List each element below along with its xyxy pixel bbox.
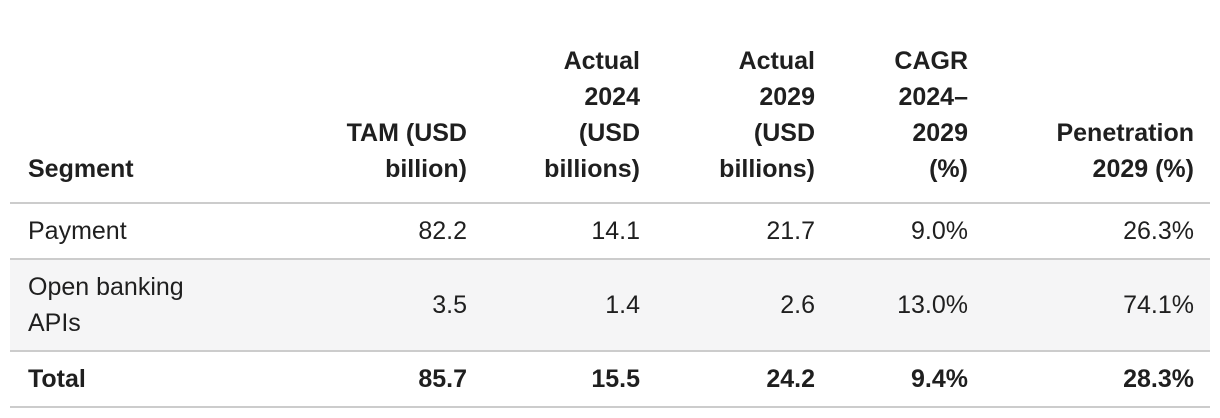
table-cell: 13.0%: [831, 259, 984, 352]
table-cell: 85.7: [230, 351, 483, 408]
table-cell: 74.1%: [984, 259, 1210, 352]
table-header: Segment TAM (USD billion) Actual 2024 (U…: [10, 33, 1210, 204]
row-label: Payment: [10, 203, 230, 260]
table-cell: 21.7: [656, 203, 831, 260]
header-row: Segment TAM (USD billion) Actual 2024 (U…: [10, 33, 1210, 204]
column-header-cagr: CAGR 2024– 2029 (%): [831, 33, 984, 204]
table-cell: 26.3%: [984, 203, 1210, 260]
table-cell: 1.4: [483, 259, 656, 352]
table-cell: 28.3%: [984, 351, 1210, 408]
market-segment-table: Segment TAM (USD billion) Actual 2024 (U…: [10, 33, 1210, 408]
table-cell: 14.1: [483, 203, 656, 260]
column-header-segment: Segment: [10, 33, 230, 204]
column-header-actual-2029: Actual 2029 (USD billions): [656, 33, 831, 204]
row-label: Total: [10, 351, 230, 408]
column-header-actual-2024: Actual 2024 (USD billions): [483, 33, 656, 204]
column-header-tam: TAM (USD billion): [230, 33, 483, 204]
table-row-total: Total 85.7 15.5 24.2 9.4% 28.3%: [10, 351, 1210, 408]
column-header-penetration: Penetration 2029 (%): [984, 33, 1210, 204]
market-segment-table-container: Segment TAM (USD billion) Actual 2024 (U…: [10, 33, 1210, 408]
table-cell: 82.2: [230, 203, 483, 260]
table-cell: 24.2: [656, 351, 831, 408]
table-cell: 9.0%: [831, 203, 984, 260]
table-cell: 15.5: [483, 351, 656, 408]
table-cell: 3.5: [230, 259, 483, 352]
table-row-open-banking-apis: Open banking APIs 3.5 1.4 2.6 13.0% 74.1…: [10, 259, 1210, 352]
row-label: Open banking APIs: [10, 259, 230, 352]
table-row-payment: Payment 82.2 14.1 21.7 9.0% 26.3%: [10, 203, 1210, 260]
table-cell: 2.6: [656, 259, 831, 352]
table-body: Payment 82.2 14.1 21.7 9.0% 26.3% Open b…: [10, 203, 1210, 408]
table-cell: 9.4%: [831, 351, 984, 408]
